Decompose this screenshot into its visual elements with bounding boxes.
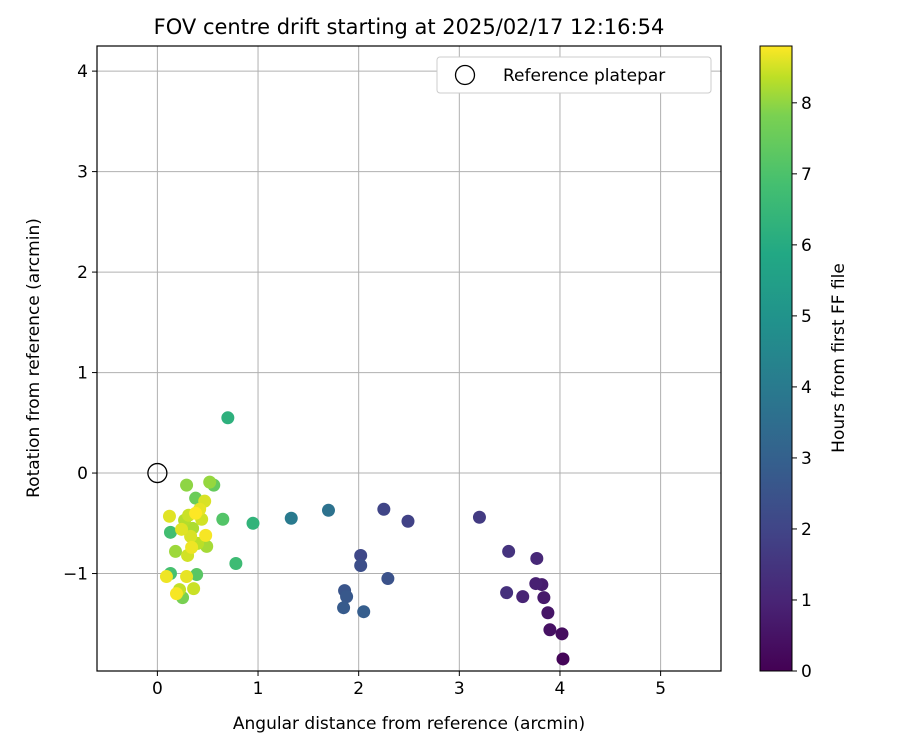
grid-lines <box>97 46 721 671</box>
scatter-point <box>190 568 204 582</box>
x-tick-label: 0 <box>152 679 163 699</box>
scatter-point <box>199 528 213 542</box>
colorbar-tick-label: 0 <box>801 662 812 682</box>
scatter-point <box>530 551 544 565</box>
scatter-point <box>221 411 235 425</box>
y-tick-label: 2 <box>77 263 88 283</box>
colorbar-tick-label: 8 <box>801 94 812 114</box>
x-tick-label: 4 <box>555 679 566 699</box>
scatter-point <box>337 601 351 615</box>
y-tick-label: 1 <box>77 364 88 384</box>
y-axis-label: Rotation from reference (arcmin) <box>24 218 44 498</box>
scatter-point <box>284 511 298 525</box>
scatter-point <box>555 627 569 641</box>
scatter-point <box>377 502 391 516</box>
colorbar-tick-label: 4 <box>801 378 812 398</box>
scatter-point <box>500 586 514 600</box>
scatter-point <box>170 587 184 601</box>
x-tick-label: 2 <box>353 679 364 699</box>
scatter-point <box>185 540 199 554</box>
x-axis-label: Angular distance from reference (arcmin) <box>233 714 585 734</box>
scatter-point <box>187 582 201 596</box>
scatter-point <box>189 506 203 520</box>
colorbar-tick-label: 2 <box>801 520 812 540</box>
legend-label: Reference platepar <box>503 66 665 86</box>
colorbar-label: Hours from first FF file <box>829 263 849 453</box>
scatter-point <box>516 590 530 604</box>
scatter-point <box>556 652 570 666</box>
scatter-point <box>354 548 368 562</box>
scatter-point <box>175 522 189 536</box>
colorbar-tick-label: 6 <box>801 236 812 256</box>
scatter-point <box>354 558 368 572</box>
scatter-point <box>229 556 243 570</box>
colorbar-ticks: 0 1 2 3 4 5 6 7 8 <box>792 94 812 682</box>
scatter-point <box>541 606 555 620</box>
y-tick-label: 3 <box>77 163 88 183</box>
scatter-point <box>159 570 173 584</box>
x-axis-ticks: 0 1 2 3 4 5 <box>152 671 666 699</box>
scatter-point <box>357 605 371 619</box>
scatter-point <box>529 577 543 591</box>
plot-frame <box>96 45 722 672</box>
y-tick-label: 0 <box>77 464 88 484</box>
colorbar: 0 1 2 3 4 5 6 7 8 Hours from first FF file <box>759 45 849 682</box>
colorbar-tick-label: 3 <box>801 449 812 469</box>
scatter-point <box>169 544 183 558</box>
scatter-points <box>147 411 570 666</box>
scatter-point <box>321 503 335 517</box>
scatter-point <box>246 516 260 530</box>
scatter-point <box>163 525 177 539</box>
colorbar-gradient <box>759 45 793 672</box>
y-tick-label: −1 <box>63 565 88 585</box>
scatter-point <box>472 510 486 524</box>
legend-reference-marker <box>454 64 476 86</box>
scatter-point <box>162 509 176 523</box>
legend: Reference platepar <box>436 56 712 94</box>
scatter-point <box>180 478 194 492</box>
scatter-point <box>180 570 194 584</box>
legend-box <box>436 56 712 94</box>
scatter-point <box>381 572 395 586</box>
y-tick-label: 4 <box>77 62 88 82</box>
colorbar-tick-label: 1 <box>801 591 812 611</box>
scatter-point <box>401 514 415 528</box>
chart-title: FOV centre drift starting at 2025/02/17 … <box>154 15 665 39</box>
scatter-point <box>502 544 516 558</box>
scatter-point <box>184 529 198 543</box>
reference-platepar-marker <box>147 462 168 484</box>
x-tick-label: 5 <box>655 679 666 699</box>
colorbar-tick-label: 7 <box>801 165 812 185</box>
colorbar-tick-label: 5 <box>801 307 812 327</box>
x-tick-label: 3 <box>454 679 465 699</box>
x-tick-label: 1 <box>253 679 264 699</box>
scatter-point <box>340 590 354 604</box>
y-axis-ticks: −1 0 1 2 3 4 <box>63 62 97 585</box>
scatter-point <box>216 512 230 526</box>
scatter-point <box>203 475 217 489</box>
scatter-point <box>543 623 557 637</box>
scatter-point <box>537 591 551 605</box>
